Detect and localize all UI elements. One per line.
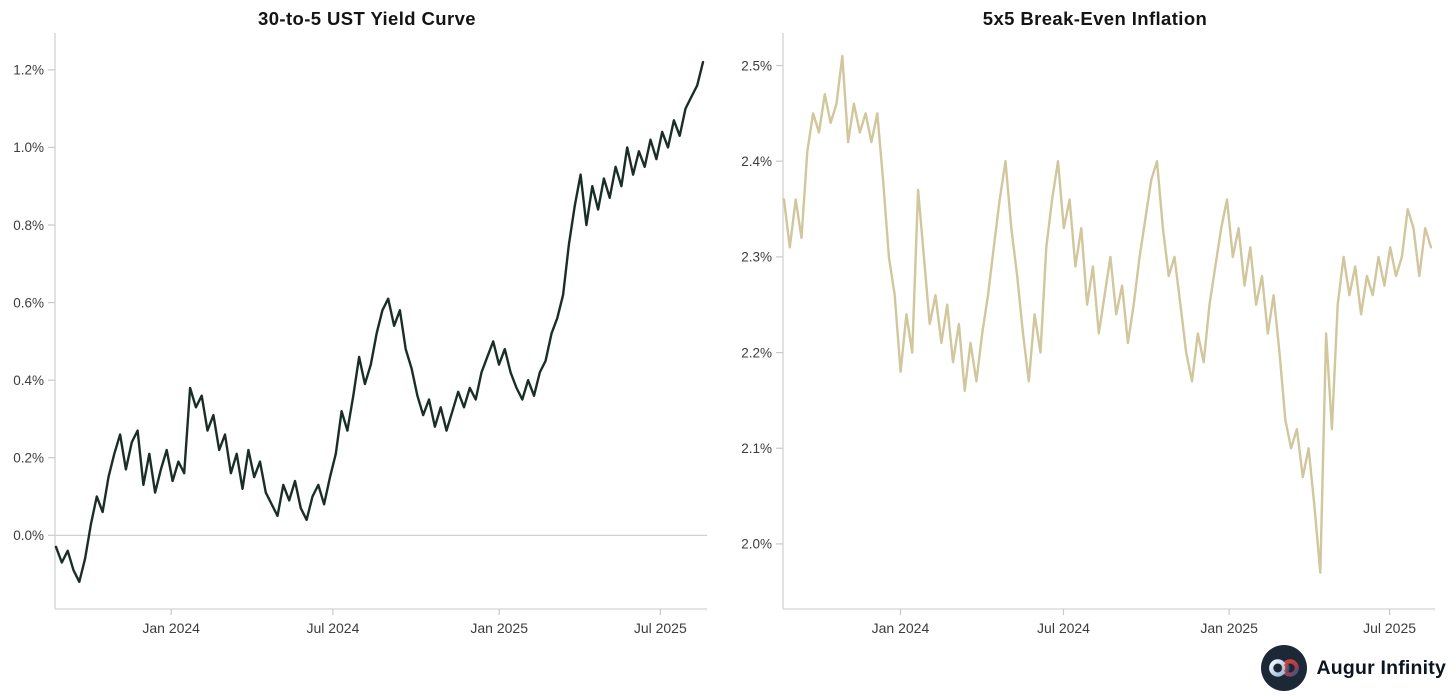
yield-curve-chart-title: 30-to-5 UST Yield Curve (258, 8, 476, 29)
brand-name: Augur Infinity (1316, 656, 1446, 679)
data-line (782, 54, 1433, 574)
chart-row: 30-to-5 UST Yield Curve 0.0% 0.2% 0.4% 0.6%… (0, 0, 1456, 660)
infinity-overlap (1284, 662, 1290, 674)
y-tick-label: 1.0% (13, 140, 44, 155)
y-tick-label: 1.2% (13, 63, 44, 78)
y-tick-label: 0.0% (13, 528, 44, 543)
data-line (54, 60, 705, 583)
y-tick-label: 0.4% (13, 373, 44, 388)
x-tick-label: Jan 2024 (872, 620, 930, 636)
y-tick-label: 2.5% (741, 58, 772, 73)
y-tick-label: 2.3% (741, 250, 772, 265)
infinity-icon (1261, 645, 1308, 691)
x-tick-label: Jul 2025 (1363, 620, 1416, 636)
y-tick-label: 2.4% (741, 154, 772, 169)
breakeven-panel: 5x5 Break-Even Inflation 2.0% 2.1% 2.2% 2.3… (728, 0, 1456, 660)
x-tick-label: Jan 2025 (1200, 620, 1258, 636)
breakeven-chart: 5x5 Break-Even Inflation 2.0% 2.1% 2.2% 2.3… (741, 8, 1435, 636)
x-tick-label: Jan 2024 (142, 620, 200, 636)
yield-curve-chart: 30-to-5 UST Yield Curve 0.0% 0.2% 0.4% 0.6%… (13, 8, 707, 636)
y-tick-label: 2.1% (741, 441, 772, 456)
x-tick-label: Jan 2025 (470, 620, 528, 636)
y-tick-label: 2.2% (741, 345, 772, 360)
x-tick-label: Jul 2024 (306, 620, 359, 636)
x-tick-label: Jul 2024 (1037, 620, 1090, 636)
brand-footer: Augur Infinity (1261, 645, 1446, 691)
breakeven-chart-title: 5x5 Break-Even Inflation (983, 8, 1207, 29)
y-tick-label: 2.0% (741, 537, 772, 552)
x-tick-label: Jul 2025 (634, 620, 687, 636)
y-tick-label: 0.8% (13, 218, 44, 233)
infinity-left-loop (1269, 659, 1287, 677)
yield-curve-panel: 30-to-5 UST Yield Curve 0.0% 0.2% 0.4% 0.6%… (0, 0, 728, 660)
y-tick-label: 0.2% (13, 451, 44, 466)
y-tick-label: 0.6% (13, 295, 44, 310)
